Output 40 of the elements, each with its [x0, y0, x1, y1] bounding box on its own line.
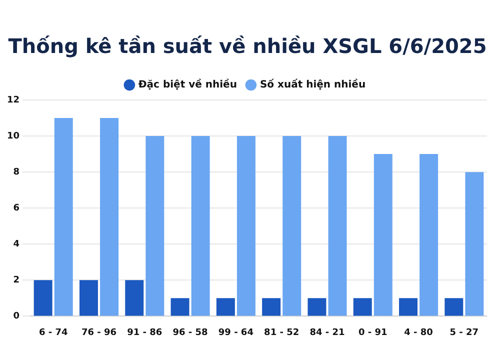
y-tick-label: 8: [13, 167, 20, 178]
x-tick-label: 4 - 80: [404, 328, 433, 338]
bar: [444, 298, 464, 316]
bar: [79, 280, 98, 316]
x-tick-label: 96 - 58: [172, 328, 208, 338]
bar: [282, 136, 302, 316]
x-tick-label: 76 - 96: [81, 328, 117, 338]
y-tick-label: 10: [6, 131, 20, 142]
x-tick-label: 6 - 74: [38, 328, 68, 338]
y-tick-label: 4: [13, 239, 20, 250]
bar: [328, 136, 347, 316]
bar: [399, 298, 418, 316]
bar: [191, 136, 210, 316]
bar: [262, 298, 281, 316]
bar: [465, 172, 484, 316]
bar: [308, 298, 326, 316]
legend-label: Số xuất hiện nhiều: [260, 78, 366, 91]
bar: [34, 280, 52, 316]
x-tick-label: 99 - 64: [218, 328, 254, 338]
x-tick-label: 81 - 52: [264, 328, 300, 338]
y-tick-label: 0: [13, 312, 20, 322]
bar: [353, 298, 372, 316]
bar: [374, 154, 392, 316]
bar: [54, 118, 73, 316]
y-tick-label: 2: [13, 276, 20, 286]
legend-label: Đặc biệt về nhiều: [138, 78, 237, 91]
bar: [146, 136, 164, 316]
x-tick-label: 91 - 86: [127, 328, 162, 338]
bar: [100, 118, 119, 316]
chart-title: Thống kê tần suất về nhiều XSGL 6/6/2025: [7, 34, 488, 58]
bar: [125, 280, 144, 316]
x-tick-label: 5 - 27: [450, 328, 479, 338]
y-tick-label: 6: [13, 203, 20, 214]
x-tick-label: 0 - 91: [358, 328, 388, 338]
bar: [170, 298, 190, 316]
x-tick-label: 84 - 21: [310, 328, 345, 338]
y-tick-label: 12: [6, 95, 20, 106]
bar: [420, 154, 438, 316]
bar: [216, 298, 235, 316]
bar: [236, 136, 256, 316]
